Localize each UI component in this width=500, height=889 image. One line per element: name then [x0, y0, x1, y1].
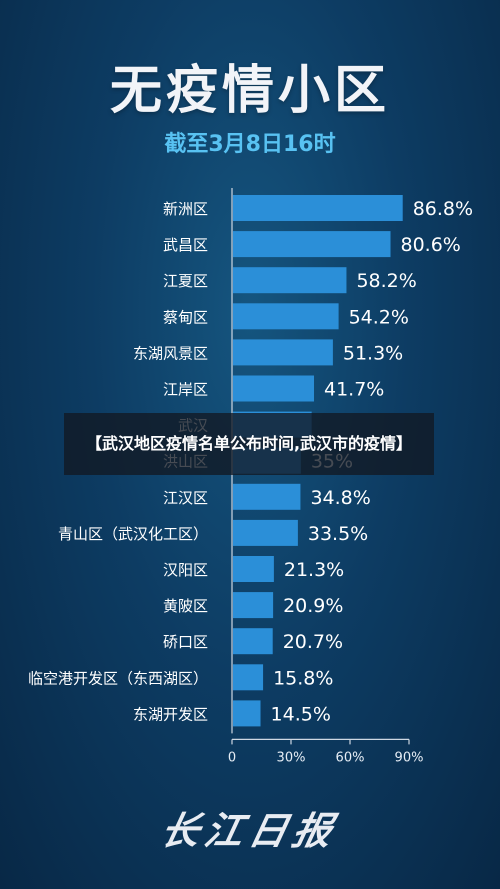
value-label: 33.5% — [308, 523, 368, 545]
value-label: 20.9% — [283, 595, 343, 617]
value-label: 21.3% — [284, 559, 344, 581]
category-label: 蔡甸区 — [163, 308, 208, 326]
x-tick-label: 60% — [336, 750, 365, 765]
value-label: 14.5% — [271, 703, 331, 725]
bar — [233, 195, 403, 221]
value-label: 86.8% — [413, 198, 473, 220]
bar — [233, 628, 273, 655]
bar — [233, 267, 347, 294]
news-caption-text: 【武汉地区疫情名单公布时间,武汉市的疫情】 — [85, 434, 413, 453]
category-label: 青山区（武汉化工区） — [58, 525, 208, 543]
bar — [233, 556, 274, 582]
chart-title: 无疫情小区 — [109, 61, 390, 121]
category-label: 武昌区 — [163, 236, 208, 254]
category-label: 新洲区 — [163, 200, 208, 218]
category-label: 黄陂区 — [163, 597, 208, 615]
bar — [233, 519, 298, 546]
category-label: 临空港开发区（东西湖区） — [28, 669, 208, 687]
value-label: 41.7% — [324, 379, 384, 401]
bar — [233, 483, 301, 510]
bar — [233, 592, 274, 619]
bar — [233, 231, 391, 258]
x-tick-label: 0 — [228, 750, 236, 765]
value-label: 58.2% — [356, 270, 416, 292]
bar — [233, 303, 339, 330]
category-label: 东湖风景区 — [133, 344, 208, 362]
value-label: 15.8% — [273, 667, 333, 689]
x-tick-label: 30% — [277, 750, 306, 765]
bar — [233, 700, 261, 727]
value-label: 80.6% — [401, 234, 461, 256]
chart-subtitle: 截至3月8日16时 — [164, 132, 336, 157]
x-tick-label: 90% — [395, 750, 424, 765]
newspaper-logo: 长江日报 — [156, 808, 343, 853]
value-label: 20.7% — [283, 631, 343, 653]
category-label: 东湖开发区 — [133, 705, 208, 723]
category-label: 江夏区 — [163, 272, 208, 290]
category-label: 江岸区 — [163, 381, 208, 399]
bar — [233, 375, 315, 402]
category-label: 江汉区 — [163, 489, 208, 507]
value-label: 34.8% — [310, 487, 370, 509]
category-label: 汉阳区 — [163, 561, 208, 579]
value-label: 51.3% — [343, 342, 403, 364]
category-label: 硚口区 — [163, 633, 208, 651]
bar — [233, 664, 264, 691]
value-label: 54.2% — [349, 306, 409, 328]
bar — [233, 339, 333, 366]
news-caption-banner[interactable]: 【武汉地区疫情名单公布时间,武汉市的疫情】 — [64, 413, 434, 475]
